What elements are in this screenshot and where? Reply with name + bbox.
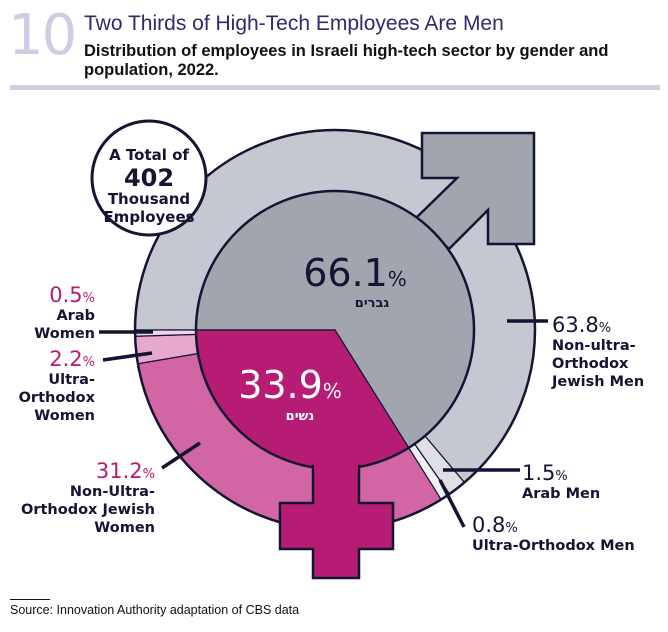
- outer-percent-unit: %: [83, 291, 95, 306]
- outer-percent-unit: %: [83, 355, 95, 370]
- leader-line: [161, 441, 201, 470]
- outer-percent-unit: %: [143, 467, 155, 482]
- source-divider: [10, 599, 50, 600]
- total-line3: Employees: [103, 208, 194, 226]
- total-bubble: A Total of 402 Thousand Employees: [90, 119, 208, 237]
- chart-subtitle: Distribution of employees in Israeli hig…: [84, 42, 609, 79]
- outer-percent-value: 0.5: [49, 283, 82, 307]
- outer-percent-label: 1.5%: [522, 461, 568, 485]
- outer-category-label: Women: [94, 520, 155, 536]
- outer-category-label: Jewish Men: [551, 374, 644, 390]
- outer-category-label: Women: [34, 408, 95, 424]
- header-divider: [10, 85, 660, 90]
- total-line1: A Total of: [109, 146, 189, 164]
- outer-category-label: Non-ultra-: [552, 338, 636, 354]
- women-hebrew-label: נשים: [286, 409, 315, 424]
- women-percent-unit: %: [323, 379, 342, 403]
- outer-category-label: Ultra-Orthodox Men: [472, 538, 635, 554]
- outer-percent-label: 2.2%: [49, 347, 95, 371]
- female-symbol-icon: [278, 460, 395, 580]
- outer-category-label: Ultra-: [48, 372, 95, 388]
- total-bubble-circle: [90, 119, 208, 237]
- outer-percent-unit: %: [599, 321, 611, 336]
- leader-line: [102, 351, 153, 362]
- female-cross-shape: [278, 464, 395, 580]
- outer-category-label: Orthodox Jewish: [21, 502, 155, 518]
- outer-percent-value: 1.5: [522, 461, 555, 485]
- women-percent-label: 33.9%: [238, 363, 342, 407]
- men-percent-label: 66.1%: [303, 251, 407, 295]
- outer-percent-value: 0.8: [472, 513, 505, 537]
- outer-category-label: Orthodox: [19, 390, 96, 406]
- total-value: 402: [124, 164, 174, 192]
- total-line2: Thousand: [108, 190, 190, 208]
- outer-percent-value: 63.8: [552, 313, 599, 337]
- outer-category-label: Non-Ultra-: [70, 484, 155, 500]
- chart-number: 10: [8, 3, 77, 68]
- source-note: Source: Innovation Authority adaptation …: [10, 603, 300, 617]
- women-percent-value: 33.9: [238, 363, 323, 407]
- outer-percent-value: 2.2: [49, 347, 82, 371]
- outer-percent-label: 0.5%: [49, 283, 95, 307]
- men-percent-unit: %: [388, 267, 407, 291]
- chart-title: Two Thirds of High-Tech Employees Are Me…: [84, 12, 504, 35]
- outer-category-label: Arab: [56, 308, 95, 324]
- male-arrow-shape: [414, 131, 536, 251]
- outer-category-label: Orthodox: [552, 356, 629, 372]
- leader-lines: [99, 319, 548, 528]
- outer-percent-unit: %: [505, 521, 517, 536]
- outer-percent-unit: %: [555, 469, 567, 484]
- men-hebrew-label: גברים: [355, 296, 390, 311]
- outer-category-label: Women: [34, 326, 95, 342]
- outer-category-label: Arab Men: [522, 486, 600, 502]
- men-percent-value: 66.1: [303, 251, 388, 295]
- outer-percent-label: 0.8%: [472, 513, 518, 537]
- outer-percent-value: 31.2: [96, 459, 143, 483]
- leader-line: [438, 479, 466, 528]
- outer-percent-label: 31.2%: [96, 459, 155, 483]
- female-cross-joint: [314, 460, 358, 472]
- male-symbol-icon: [414, 131, 536, 251]
- inner-pie: [194, 189, 476, 471]
- outer-percent-label: 63.8%: [552, 313, 611, 337]
